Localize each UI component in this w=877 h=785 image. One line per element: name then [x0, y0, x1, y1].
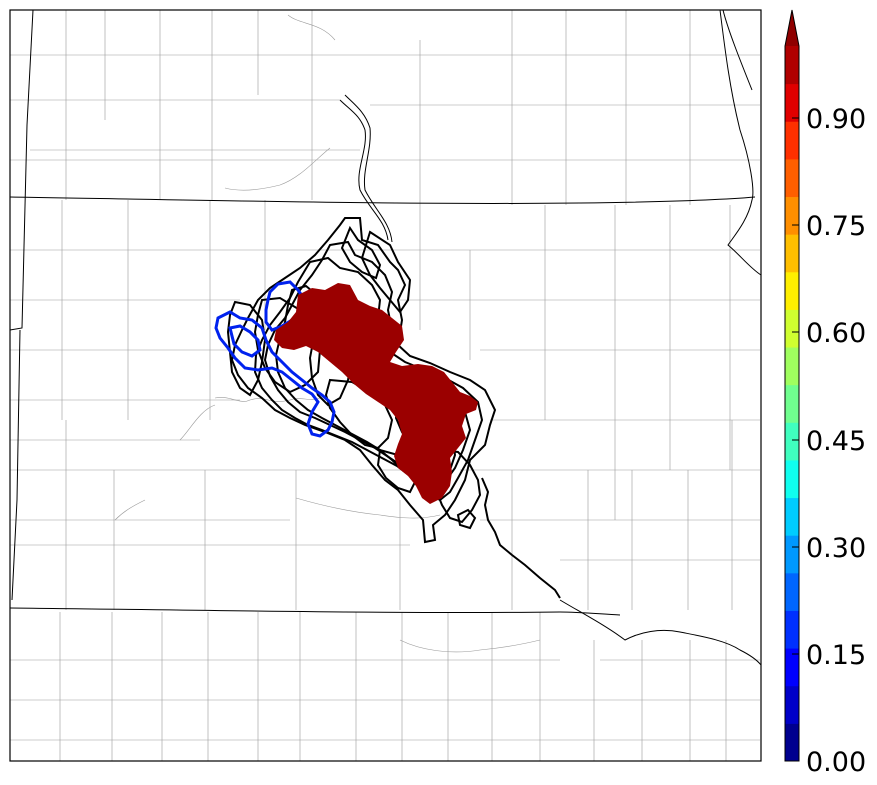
colorbar-tick-label: 0.00 [806, 747, 866, 778]
colorbar-band [785, 685, 799, 724]
colorbar-band [785, 723, 799, 762]
colorbar-tick-label: 0.75 [806, 211, 866, 242]
colorbar-band [785, 121, 799, 160]
colorbar [785, 10, 799, 762]
colorbar-tick-labels: 0.00 0.15 0.30 0.45 0.60 0.75 0.90 [806, 104, 866, 778]
colorbar-band [785, 234, 799, 273]
colorbar-band [785, 83, 799, 122]
probability-max-region [274, 283, 478, 504]
colorbar-tick-label: 0.15 [806, 640, 866, 671]
colorbar-band [785, 572, 799, 611]
colorbar-band [785, 196, 799, 235]
colorbar-band [785, 271, 799, 310]
colorbar-band [785, 46, 799, 85]
colorbar-band [785, 384, 799, 423]
colorbar-band [785, 309, 799, 348]
colorbar-tick-label: 0.30 [806, 533, 866, 564]
colorbar-band [785, 497, 799, 536]
colorbar-tick-label: 0.60 [806, 318, 866, 349]
colorbar-ticks [792, 117, 799, 762]
colorbar-band [785, 648, 799, 687]
colorbar-band [785, 158, 799, 198]
colorbar-band [785, 610, 799, 649]
colorbar-band [785, 347, 799, 386]
colorbar-tick-label: 0.45 [806, 426, 866, 457]
colorbar-band [785, 459, 799, 499]
colorbar-extend-arrow [785, 10, 799, 46]
colorbar-tick-label: 0.90 [806, 104, 866, 135]
county-boundaries [10, 10, 760, 761]
colorbar-band [785, 422, 799, 461]
colorbar-band [785, 535, 799, 574]
map-frame [9, 9, 762, 762]
state-boundaries [9, 9, 762, 666]
